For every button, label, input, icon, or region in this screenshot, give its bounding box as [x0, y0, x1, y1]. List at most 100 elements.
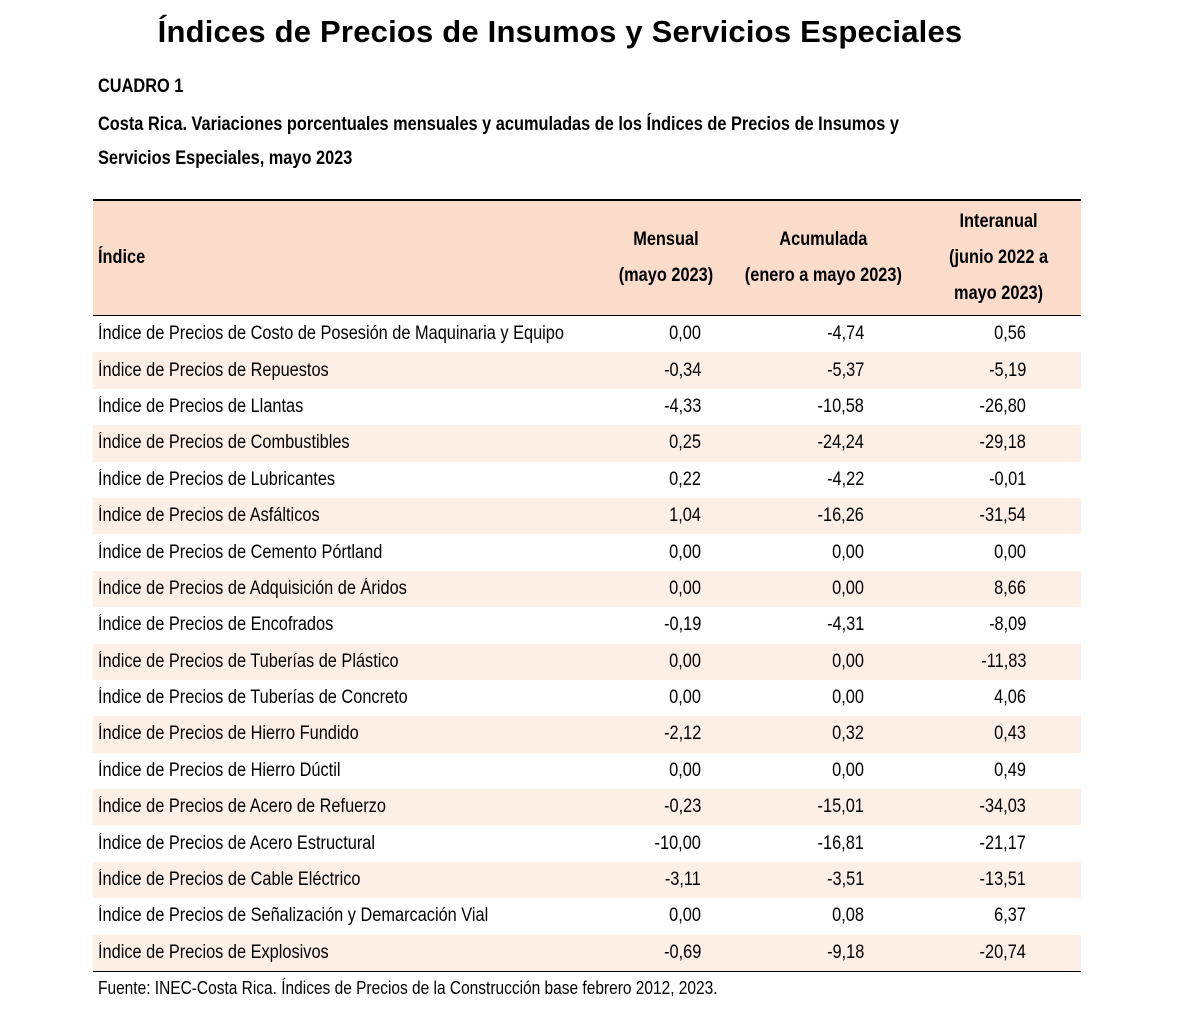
- table-row: Índice de Precios de Adquisición de Árid…: [93, 570, 1081, 608]
- row-interannual-cell: 8,66: [916, 571, 1081, 607]
- row-accumulated-cell-text: -24,24: [817, 432, 864, 454]
- row-accumulated-cell: 0,00: [731, 534, 916, 570]
- header-interannual-line-2: (junio 2022 a: [948, 247, 1048, 268]
- row-monthly-cell-text: -0,19: [663, 614, 701, 636]
- header-accumulated: Acumulada (enero a mayo 2023): [731, 199, 916, 316]
- row-accumulated-cell: -24,24: [731, 425, 916, 461]
- table-row: Índice de Precios de Hierro Fundido -2,12…: [93, 716, 1081, 753]
- header-accumulated-line-1: Acumulada: [779, 229, 868, 250]
- row-monthly-cell: -4,33: [601, 389, 731, 425]
- row-monthly-cell: 0,00: [601, 680, 731, 716]
- row-interannual-cell-text: -11,83: [980, 650, 1026, 672]
- row-interannual-cell-text: -0,01: [988, 468, 1026, 490]
- table-body: Índice de Precios de Costo de Posesión d…: [93, 316, 1081, 973]
- row-accumulated-cell: -16,26: [731, 498, 916, 534]
- row-monthly-cell-text: -0,34: [663, 359, 701, 381]
- row-monthly-cell: 0,00: [601, 571, 731, 607]
- row-accumulated-cell: -9,18: [731, 934, 916, 973]
- row-accumulated-cell-text: -16,81: [817, 832, 864, 854]
- row-monthly-cell-text: 0,25: [669, 432, 701, 454]
- row-name-cell-text: Índice de Precios de Llantas: [98, 395, 304, 417]
- table-label: CUADRO 1: [98, 76, 184, 97]
- row-accumulated-cell: -15,01: [731, 789, 916, 825]
- row-monthly-cell-text: -3,11: [664, 869, 701, 891]
- row-name-cell: Índice de Precios de Acero Estructural: [93, 825, 601, 861]
- row-name-cell-text: Índice de Precios de Lubricantes: [98, 468, 336, 490]
- row-interannual-cell: -8,09: [916, 607, 1081, 643]
- row-name-cell-text: Índice de Precios de Asfálticos: [98, 505, 320, 527]
- row-interannual-cell: -21,17: [916, 825, 1081, 861]
- table-row: Índice de Precios de Explosivos -0,69 -9,1…: [93, 934, 1081, 973]
- row-accumulated-cell: 0,00: [731, 753, 916, 789]
- row-accumulated-cell-text: 0,00: [832, 687, 864, 709]
- row-monthly-cell-text: 0,22: [669, 468, 701, 490]
- row-name-cell: Índice de Precios de Asfálticos: [93, 498, 601, 534]
- row-interannual-cell: -31,54: [916, 498, 1081, 534]
- row-name-cell-text: Índice de Precios de Acero de Refuerzo: [98, 796, 386, 818]
- row-name-cell-text: Índice de Precios de Tuberías de Plástic…: [98, 650, 399, 672]
- row-name-cell-text: Índice de Precios de Hierro Dúctil: [98, 759, 341, 781]
- row-name-cell-text: Índice de Precios de Costo de Posesión d…: [98, 323, 564, 345]
- row-interannual-cell: 0,49: [916, 753, 1081, 789]
- header-index-label: Índice: [98, 247, 146, 268]
- header-accumulated-line-2: (enero a mayo 2023): [744, 265, 903, 286]
- row-accumulated-cell-text: -4,31: [826, 614, 864, 636]
- row-name-cell: Índice de Precios de Cable Eléctrico: [93, 862, 601, 898]
- row-monthly-cell: 1,04: [601, 498, 731, 534]
- row-name-cell-text: Índice de Precios de Repuestos: [98, 359, 329, 381]
- row-interannual-cell-text: -34,03: [979, 796, 1026, 818]
- row-interannual-cell-text: 4,06: [994, 687, 1026, 709]
- row-accumulated-cell-text: -3,51: [826, 869, 864, 891]
- row-name-cell: Índice de Precios de Acero de Refuerzo: [93, 789, 601, 825]
- header-interannual-line-1: Interanual: [959, 211, 1038, 232]
- row-monthly-cell: -0,19: [601, 607, 731, 643]
- row-accumulated-cell: 0,00: [731, 571, 916, 607]
- row-accumulated-cell-text: -5,37: [826, 359, 864, 381]
- header-interannual-line-3: mayo 2023): [953, 283, 1044, 304]
- table-row: Índice de Precios de Combustibles 0,25 -24…: [93, 425, 1081, 462]
- row-name-cell: Índice de Precios de Hierro Dúctil: [93, 753, 601, 789]
- row-name-cell-text: Índice de Precios de Combustibles: [98, 432, 350, 454]
- price-index-table: Índice Mensual (mayo 2023) Acumulada (en…: [93, 199, 1081, 973]
- row-monthly-cell: 0,00: [601, 753, 731, 789]
- row-interannual-cell-text: -31,54: [979, 505, 1026, 527]
- row-monthly-cell: 0,00: [601, 644, 731, 680]
- row-accumulated-cell-text: 0,00: [832, 577, 864, 599]
- row-accumulated-cell: -4,22: [731, 462, 916, 498]
- row-name-cell: Índice de Precios de Señalización y Dema…: [93, 898, 601, 934]
- row-interannual-cell: 0,56: [916, 316, 1081, 353]
- row-monthly-cell-text: -0,69: [663, 941, 701, 963]
- row-accumulated-cell-text: -15,01: [817, 796, 864, 818]
- row-name-cell: Índice de Precios de Combustibles: [93, 425, 601, 461]
- page-title: Índices de Precios de Insumos y Servicio…: [157, 14, 963, 49]
- row-interannual-cell-text: 6,37: [994, 905, 1026, 927]
- header-row: Índice Mensual (mayo 2023) Acumulada (en…: [93, 199, 1081, 316]
- row-monthly-cell: -0,34: [601, 352, 731, 388]
- row-interannual-cell-text: -21,17: [979, 832, 1026, 854]
- row-monthly-cell-text: 0,00: [669, 541, 701, 563]
- row-name-cell-text: Índice de Precios de Encofrados: [98, 614, 334, 636]
- row-accumulated-cell-text: 0,08: [832, 905, 864, 927]
- row-name-cell: Índice de Precios de Encofrados: [93, 607, 601, 643]
- header-index: Índice: [93, 199, 601, 316]
- row-monthly-cell-text: 0,00: [669, 577, 701, 599]
- row-monthly-cell-text: -4,33: [663, 395, 701, 417]
- row-name-cell-text: Índice de Precios de Adquisición de Árid…: [98, 577, 407, 599]
- header-monthly: Mensual (mayo 2023): [601, 199, 731, 316]
- table-row: Índice de Precios de Repuestos -0,34 -5,37…: [93, 352, 1081, 389]
- row-name-cell: Índice de Precios de Repuestos: [93, 352, 601, 388]
- table-caption-line-1: Costa Rica. Variaciones porcentuales men…: [98, 114, 899, 135]
- row-interannual-cell: -29,18: [916, 425, 1081, 461]
- row-interannual-cell-text: 0,56: [994, 323, 1026, 345]
- header-accumulated-label: Acumulada (enero a mayo 2023): [745, 222, 902, 294]
- row-monthly-cell: -2,12: [601, 716, 731, 752]
- row-interannual-cell-text: -8,09: [988, 614, 1026, 636]
- table-row: Índice de Precios de Encofrados -0,19 -4,3…: [93, 607, 1081, 643]
- row-accumulated-cell-text: -4,22: [826, 468, 864, 490]
- row-monthly-cell: 0,25: [601, 425, 731, 461]
- table-caption: Costa Rica. Variaciones porcentuales men…: [98, 108, 958, 176]
- row-interannual-cell: 4,06: [916, 680, 1081, 716]
- row-name-cell: Índice de Precios de Tuberías de Concret…: [93, 680, 601, 716]
- data-table: Índice Mensual (mayo 2023) Acumulada (en…: [93, 199, 1081, 973]
- row-interannual-cell: -26,80: [916, 389, 1081, 425]
